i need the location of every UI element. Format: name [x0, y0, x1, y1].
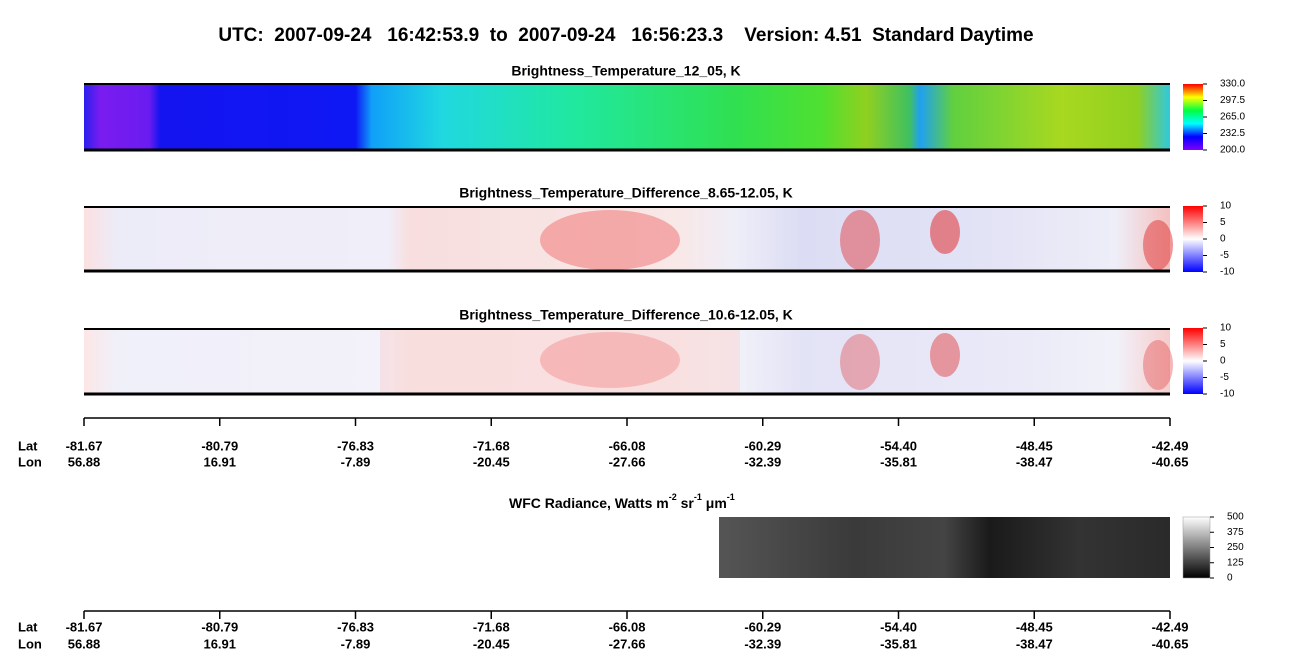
lat-tick-label: -71.68	[473, 619, 510, 634]
lat-tick-label: -48.45	[1016, 438, 1053, 453]
title-part: WFC Radiance, Watts m	[509, 495, 669, 511]
colorbar-tick-label: 0	[1220, 356, 1226, 367]
lat-tick-label: -48.45	[1016, 619, 1053, 634]
lat-tick-label: -76.83	[337, 438, 374, 453]
colorbar-tick-label: -10	[1220, 267, 1235, 278]
colorbar-tick-label: 265.0	[1220, 112, 1245, 123]
title-part: -1	[694, 492, 702, 502]
lon-tick-label: 56.88	[68, 636, 101, 651]
colorbar-tick-label: 500	[1227, 512, 1244, 523]
lat-tick-label: -81.67	[66, 619, 103, 634]
image-bt12	[84, 84, 1170, 150]
lon-tick-label: -35.81	[880, 454, 917, 469]
lat-tick-label: -42.49	[1152, 619, 1189, 634]
lon-tick-label: -7.89	[341, 636, 371, 651]
title-part: sr	[677, 495, 695, 511]
lat-tick-label: -66.08	[609, 438, 646, 453]
lat-label: Lat	[18, 438, 38, 453]
lat-label: Lat	[18, 619, 38, 634]
lat-tick-label: -54.40	[880, 619, 917, 634]
colorbar-tick-label: -5	[1220, 250, 1229, 261]
image-wfc	[719, 517, 1170, 578]
colorbar-tick-label: -10	[1220, 389, 1235, 400]
image-frame	[84, 83, 1170, 152]
colorbar-tick-label: 330.0	[1220, 79, 1245, 90]
colorbar-tick-label: 375	[1227, 527, 1244, 538]
lon-label: Lon	[18, 454, 42, 469]
colorbar	[1183, 328, 1203, 394]
lon-tick-label: 56.88	[68, 454, 101, 469]
lat-tick-label: -81.67	[66, 438, 103, 453]
colorbar	[1182, 516, 1211, 579]
lat-tick-label: -66.08	[609, 619, 646, 634]
panel-title: Brightness_Temperature_Difference_8.65-1…	[459, 185, 793, 201]
lon-tick-label: -20.45	[473, 454, 510, 469]
panel-title: Brightness_Temperature_Difference_10.6-1…	[459, 307, 793, 323]
colorbar-tick-label: 10	[1220, 323, 1232, 334]
lat-tick-label: -42.49	[1152, 438, 1189, 453]
lon-tick-label: 16.91	[203, 636, 236, 651]
lon-tick-label: 16.91	[203, 454, 236, 469]
colorbar-tick-label: 250	[1227, 542, 1244, 553]
colorbar-tick-label: 232.5	[1220, 128, 1245, 139]
image-btd865	[84, 206, 1173, 273]
colorbar-tick-label: 0	[1227, 573, 1233, 584]
colorbar	[1183, 84, 1203, 150]
title-part: -2	[669, 492, 677, 502]
panel-title: WFC Radiance, Watts m-2 sr-1 μm-1	[497, 489, 738, 511]
lon-tick-label: -20.45	[473, 636, 510, 651]
title-part: -1	[727, 492, 735, 502]
lat-tick-label: -71.68	[473, 438, 510, 453]
colorbar-tick-label: 200.0	[1220, 145, 1245, 156]
colorbar-tick-label: -5	[1220, 372, 1229, 383]
lon-tick-label: -38.47	[1016, 636, 1053, 651]
lon-tick-label: -27.66	[609, 454, 646, 469]
lon-tick-label: -32.39	[744, 454, 781, 469]
lon-label: Lon	[18, 636, 42, 651]
lat-tick-label: -60.29	[744, 619, 781, 634]
lat-tick-label: -80.79	[201, 438, 238, 453]
lon-tick-label: -40.65	[1152, 454, 1189, 469]
lon-tick-label: -40.65	[1152, 636, 1189, 651]
colorbar-tick-label: 5	[1220, 339, 1226, 350]
colorbar-tick-label: 5	[1220, 217, 1226, 228]
colorbar-tick-label: 10	[1220, 201, 1232, 212]
panel-title: Brightness_Temperature_12_05, K	[511, 63, 740, 79]
colorbar-tick-label: 0	[1220, 234, 1226, 245]
lat-tick-label: -80.79	[201, 619, 238, 634]
main-title: UTC: 2007-09-24 16:42:53.9 to 2007-09-24…	[218, 25, 1033, 46]
lon-tick-label: -38.47	[1016, 454, 1053, 469]
colorbar	[1183, 206, 1203, 272]
lat-tick-label: -60.29	[744, 438, 781, 453]
lon-tick-label: -27.66	[609, 636, 646, 651]
title-part: μm	[702, 495, 727, 511]
lon-tick-label: -7.89	[341, 454, 371, 469]
lat-tick-label: -54.40	[880, 438, 917, 453]
lon-tick-label: -32.39	[744, 636, 781, 651]
colorbar-tick-label: 125	[1227, 557, 1244, 568]
colorbar-tick-label: 297.5	[1220, 95, 1245, 106]
lat-tick-label: -76.83	[337, 619, 374, 634]
image-btd106	[84, 328, 1173, 396]
lon-tick-label: -35.81	[880, 636, 917, 651]
